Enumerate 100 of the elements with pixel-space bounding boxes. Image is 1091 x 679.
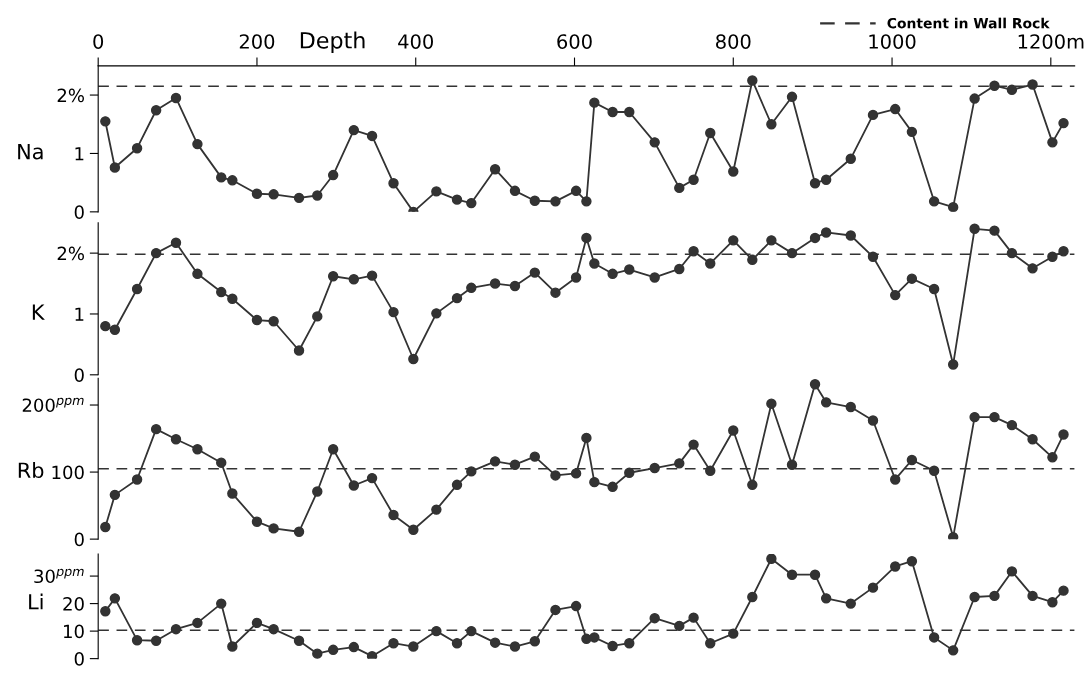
point: [649, 137, 660, 148]
point: [906, 126, 918, 138]
point: [131, 634, 143, 646]
point: [268, 316, 279, 327]
point: [408, 353, 419, 365]
point: [607, 106, 618, 118]
legend-label: Content in Wall Rock: [887, 17, 1050, 29]
point: [1027, 263, 1038, 274]
point: [489, 637, 501, 648]
point: [268, 623, 279, 635]
point: [388, 509, 399, 521]
point: [489, 456, 501, 467]
x-tick-label: 1200m: [1018, 34, 1084, 49]
point: [989, 590, 1000, 602]
point: [431, 186, 442, 197]
point: [766, 119, 777, 130]
point: [1058, 246, 1069, 257]
point: [227, 293, 238, 304]
point: [1047, 597, 1058, 608]
point: [766, 398, 777, 409]
point: [1047, 452, 1058, 463]
point: [674, 263, 685, 275]
point: [170, 237, 182, 248]
point: [1047, 137, 1058, 148]
point: [170, 92, 182, 104]
y-tick-label: 100: [52, 465, 84, 480]
point: [388, 178, 399, 189]
point: [570, 272, 582, 283]
point: [688, 439, 699, 450]
point: [820, 397, 832, 408]
point: [216, 598, 227, 609]
point: [624, 638, 635, 649]
point: [100, 606, 111, 617]
point: [786, 91, 798, 103]
point: [388, 638, 399, 649]
point: [1058, 585, 1069, 596]
x-tick-label: 1000: [869, 34, 916, 49]
point: [947, 531, 959, 540]
point: [227, 641, 238, 652]
point: [251, 516, 263, 527]
point: [947, 359, 959, 370]
point: [581, 232, 592, 244]
point: [607, 640, 618, 652]
point: [1058, 429, 1069, 440]
point: [100, 521, 111, 533]
point: [529, 195, 541, 206]
point: [624, 106, 635, 118]
point: [466, 282, 477, 294]
point: [747, 591, 758, 603]
point: [451, 638, 463, 649]
point: [216, 457, 227, 468]
y-tick-label: 20: [63, 597, 84, 611]
point: [890, 103, 901, 115]
point: [845, 598, 856, 609]
point: [366, 472, 378, 484]
point: [466, 625, 477, 637]
point: [867, 109, 879, 121]
point: [131, 283, 143, 295]
point: [192, 617, 203, 629]
point: [550, 470, 561, 481]
point: [348, 641, 360, 653]
point: [969, 411, 980, 423]
x-tick-label: 600: [557, 34, 592, 49]
point: [293, 345, 305, 356]
x-tick-label: 0: [93, 34, 104, 49]
point: [466, 197, 477, 209]
point: [1058, 117, 1069, 129]
point: [581, 432, 592, 444]
point: [674, 620, 685, 632]
x-tick-label: 400: [398, 34, 433, 49]
y-axis-title: Na: [18, 144, 43, 160]
point: [688, 612, 699, 623]
point: [728, 628, 739, 639]
point: [431, 625, 442, 637]
point: [509, 459, 521, 470]
point: [845, 153, 856, 164]
point: [1006, 84, 1018, 96]
point: [1027, 590, 1038, 602]
point: [529, 451, 541, 462]
point: [786, 569, 798, 580]
point: [589, 97, 600, 108]
point: [227, 488, 238, 499]
point: [150, 105, 162, 116]
point: [928, 632, 940, 643]
point: [928, 196, 940, 207]
point: [947, 645, 959, 656]
point: [431, 308, 442, 319]
point: [312, 648, 323, 659]
point: [1027, 79, 1038, 90]
y-tick-label: 1: [75, 147, 84, 161]
point: [451, 479, 463, 491]
point: [766, 554, 777, 564]
point: [820, 227, 832, 238]
point: [906, 556, 918, 567]
point: [890, 474, 901, 485]
point: [747, 479, 758, 491]
point: [348, 480, 360, 491]
point: [366, 650, 378, 659]
point: [786, 459, 798, 470]
point: [431, 504, 442, 515]
